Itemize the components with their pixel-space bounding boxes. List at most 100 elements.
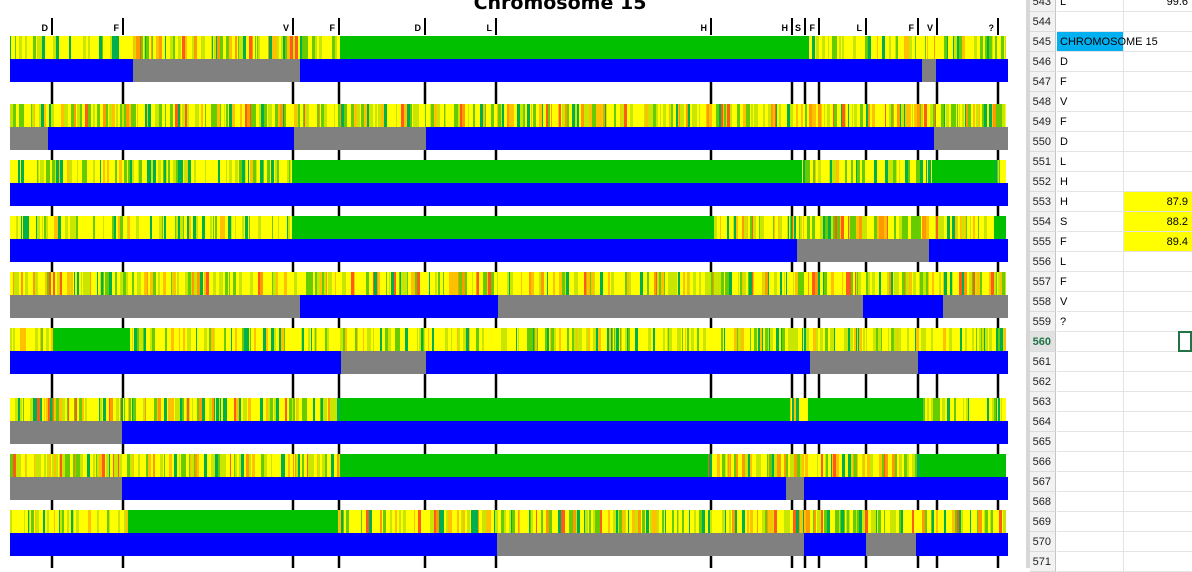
row-header[interactable]: 564 xyxy=(1030,412,1056,432)
cell-a[interactable]: L xyxy=(1057,152,1124,172)
row-header[interactable]: 543 xyxy=(1030,0,1056,12)
row-header[interactable]: 565 xyxy=(1030,432,1056,452)
cell-a[interactable] xyxy=(1057,352,1124,372)
cell-a[interactable]: F xyxy=(1057,272,1124,292)
cell-a[interactable]: F xyxy=(1057,112,1124,132)
cell-b[interactable] xyxy=(1124,312,1192,332)
row-header[interactable]: 553 xyxy=(1030,192,1056,212)
cell-a[interactable]: F xyxy=(1057,72,1124,92)
cell-b[interactable] xyxy=(1124,392,1192,412)
row-header[interactable]: 557 xyxy=(1030,272,1056,292)
heat-stripe xyxy=(576,328,577,351)
cell-b[interactable] xyxy=(1124,52,1192,72)
cell-b[interactable] xyxy=(1124,92,1192,112)
cell-a[interactable]: L xyxy=(1057,0,1124,12)
row-header[interactable]: 569 xyxy=(1030,512,1056,532)
cell-a[interactable] xyxy=(1057,492,1124,512)
cell-a[interactable]: S xyxy=(1057,212,1124,232)
cell-b[interactable] xyxy=(1124,132,1192,152)
heat-stripe xyxy=(434,104,436,127)
cell-a[interactable] xyxy=(1057,432,1124,452)
cell-b[interactable]: 89.4 xyxy=(1124,232,1192,252)
cell-a[interactable] xyxy=(1057,472,1124,492)
cell-b[interactable] xyxy=(1124,372,1192,392)
heat-stripe xyxy=(699,272,700,295)
row-header[interactable]: 548 xyxy=(1030,92,1056,112)
row-header[interactable]: 547 xyxy=(1030,72,1056,92)
row-header[interactable]: 560 xyxy=(1030,332,1056,352)
row-header[interactable]: 567 xyxy=(1030,472,1056,492)
cell-b[interactable] xyxy=(1124,472,1192,492)
cell-a[interactable]: H xyxy=(1057,172,1124,192)
cell-b[interactable] xyxy=(1124,112,1192,132)
row-header[interactable]: 570 xyxy=(1030,532,1056,552)
row-header[interactable]: 556 xyxy=(1030,252,1056,272)
row-header[interactable]: 549 xyxy=(1030,112,1056,132)
row-header[interactable]: 566 xyxy=(1030,452,1056,472)
cell-a[interactable]: ? xyxy=(1057,312,1124,332)
cell-a[interactable]: V xyxy=(1057,292,1124,312)
cell-b[interactable] xyxy=(1124,292,1192,312)
spreadsheet-panel[interactable]: 543 L 99.6 544 545 CHROMOSOME 15 546 D 547 F 548 V 5… xyxy=(1026,0,1192,572)
cell-a[interactable]: H xyxy=(1057,192,1124,212)
row-header[interactable]: 563 xyxy=(1030,392,1056,412)
row-header[interactable]: 559 xyxy=(1030,312,1056,332)
row-header[interactable]: 546 xyxy=(1030,52,1056,72)
cell-b[interactable] xyxy=(1124,272,1192,292)
cell-b[interactable] xyxy=(1124,512,1192,532)
heat-stripe xyxy=(560,510,561,533)
row-header[interactable]: 558 xyxy=(1030,292,1056,312)
cell-a[interactable]: V xyxy=(1057,92,1124,112)
row-header[interactable]: 555 xyxy=(1030,232,1056,252)
cell-b[interactable] xyxy=(1124,552,1192,572)
cell-a[interactable] xyxy=(1057,332,1124,352)
heat-stripe xyxy=(864,216,867,239)
row-header[interactable]: 562 xyxy=(1030,372,1056,392)
cell-b[interactable] xyxy=(1124,352,1192,372)
cell-a[interactable] xyxy=(1057,12,1124,32)
row-header[interactable]: 545 xyxy=(1030,32,1056,52)
row-header[interactable]: 551 xyxy=(1030,152,1056,172)
heat-stripe xyxy=(952,510,955,533)
cell-b[interactable]: 87.9 xyxy=(1124,192,1192,212)
heat-stripe xyxy=(88,104,91,127)
cell-a[interactable] xyxy=(1057,392,1124,412)
cell-a[interactable]: L xyxy=(1057,252,1124,272)
cell-a[interactable]: D xyxy=(1057,52,1124,72)
cell-b[interactable] xyxy=(1124,492,1192,512)
heat-stripe xyxy=(214,328,215,351)
heat-stripe xyxy=(815,160,816,183)
row-header[interactable]: 554 xyxy=(1030,212,1056,232)
cell-a[interactable]: F xyxy=(1057,232,1124,252)
cell-a[interactable] xyxy=(1057,452,1124,472)
cell-b[interactable] xyxy=(1124,332,1192,352)
cell-b[interactable] xyxy=(1124,452,1192,472)
row-header[interactable]: 544 xyxy=(1030,12,1056,32)
cell-b[interactable] xyxy=(1124,412,1192,432)
cell-b[interactable]: 99.6 xyxy=(1124,0,1192,12)
row-header[interactable]: 568 xyxy=(1030,492,1056,512)
row-header[interactable]: 552 xyxy=(1030,172,1056,192)
cell-a[interactable] xyxy=(1057,372,1124,392)
row-header[interactable]: 571 xyxy=(1030,552,1056,572)
cell-a[interactable] xyxy=(1057,412,1124,432)
cell-a[interactable]: CHROMOSOME 15 xyxy=(1057,32,1158,52)
cell-a[interactable] xyxy=(1057,532,1124,552)
cell-a[interactable] xyxy=(1057,512,1124,532)
cell-b[interactable] xyxy=(1124,252,1192,272)
cell-b[interactable] xyxy=(1124,12,1192,32)
cell-a[interactable] xyxy=(1057,552,1124,572)
row-header[interactable]: 561 xyxy=(1030,352,1056,372)
cell-b[interactable]: 88.2 xyxy=(1124,212,1192,232)
heat-stripe xyxy=(660,104,661,127)
cell-b[interactable] xyxy=(1124,172,1192,192)
heat-stripe xyxy=(50,398,52,421)
row-header[interactable]: 550 xyxy=(1030,132,1056,152)
cell-a[interactable]: D xyxy=(1057,132,1124,152)
cell-b[interactable] xyxy=(1124,532,1192,552)
cell-b[interactable] xyxy=(1124,152,1192,172)
cell-b[interactable] xyxy=(1124,32,1192,52)
active-cell-cursor[interactable] xyxy=(1178,331,1192,352)
cell-b[interactable] xyxy=(1124,72,1192,92)
cell-b[interactable] xyxy=(1124,432,1192,452)
